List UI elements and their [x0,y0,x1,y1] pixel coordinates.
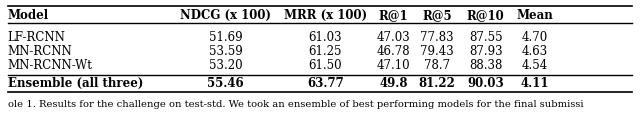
Text: 90.03: 90.03 [467,76,504,89]
Text: 78.7: 78.7 [424,58,450,71]
Text: 87.93: 87.93 [469,45,502,58]
Text: LF-RCNN: LF-RCNN [8,31,65,44]
Text: 53.20: 53.20 [209,58,243,71]
Text: R@10: R@10 [467,9,504,22]
Text: Model: Model [8,9,49,22]
Text: 51.69: 51.69 [209,31,243,44]
Text: 49.8: 49.8 [380,76,408,89]
Text: Mean: Mean [516,9,553,22]
Text: MN-RCNN: MN-RCNN [8,45,72,58]
Text: 47.10: 47.10 [377,58,410,71]
Text: 4.11: 4.11 [520,76,548,89]
Text: NDCG (x 100): NDCG (x 100) [180,9,271,22]
Text: 4.63: 4.63 [521,45,548,58]
Text: 63.77: 63.77 [307,76,344,89]
Text: 46.78: 46.78 [377,45,410,58]
Text: Ensemble (all three): Ensemble (all three) [8,76,143,89]
Text: 79.43: 79.43 [420,45,454,58]
Text: 77.83: 77.83 [420,31,454,44]
Text: R@5: R@5 [422,9,452,22]
Text: 88.38: 88.38 [469,58,502,71]
Text: 47.03: 47.03 [377,31,410,44]
Text: 53.59: 53.59 [209,45,243,58]
Text: MRR (x 100): MRR (x 100) [284,9,367,22]
Text: 61.50: 61.50 [308,58,342,71]
Text: MN-RCNN-Wt: MN-RCNN-Wt [8,58,93,71]
Text: 4.70: 4.70 [521,31,548,44]
Text: ole 1. Results for the challenge on test-std. We took an ensemble of best perfor: ole 1. Results for the challenge on test… [8,99,583,108]
Text: 4.54: 4.54 [521,58,548,71]
Text: R@1: R@1 [379,9,408,22]
Text: 81.22: 81.22 [419,76,456,89]
Text: 87.55: 87.55 [469,31,502,44]
Text: 61.03: 61.03 [308,31,342,44]
Text: 61.25: 61.25 [308,45,342,58]
Text: 55.46: 55.46 [207,76,244,89]
